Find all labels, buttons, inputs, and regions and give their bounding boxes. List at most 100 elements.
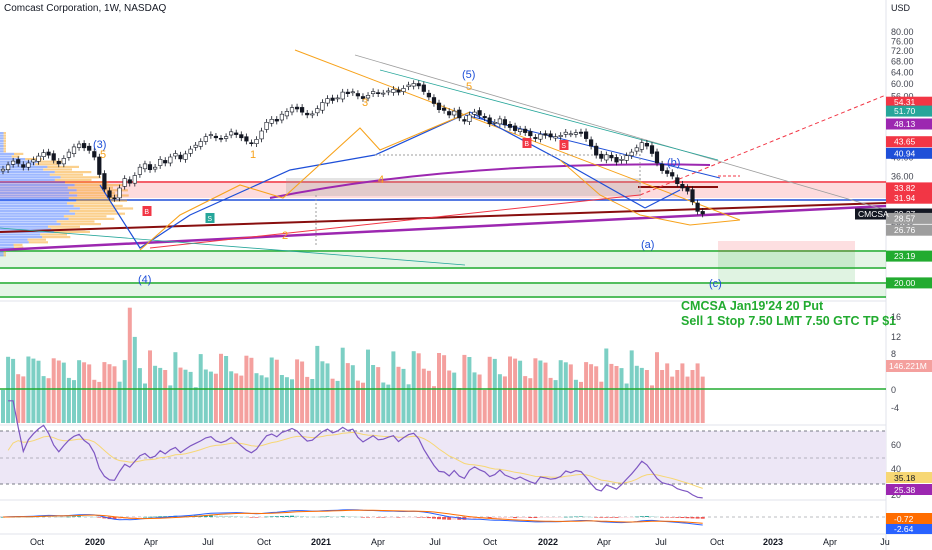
macd-bar [619, 517, 624, 518]
candle-body [695, 202, 700, 212]
macd-bar [589, 516, 594, 518]
x-tick: Oct [30, 537, 45, 547]
volume-bar [644, 370, 649, 423]
volume-bar [168, 385, 173, 423]
macd-bar [163, 516, 168, 517]
price-tick: 68.00 [891, 57, 914, 67]
candle-body [350, 91, 355, 94]
volume-profile [0, 132, 134, 257]
x-tick: 2020 [85, 537, 105, 547]
volume-bar [502, 376, 507, 423]
volume-bar [122, 360, 127, 423]
volume-bar [137, 368, 142, 423]
volume-bar [700, 376, 705, 423]
rsi-line [8, 400, 703, 499]
macd-bar [406, 517, 411, 518]
price-label-box [886, 118, 932, 130]
volume-bar [655, 352, 659, 423]
candle-body [127, 179, 132, 184]
trade-note-line-2: Sell 1 Stop 7.50 LMT 7.50 GTC TP $1 [681, 314, 896, 328]
volume-bar [437, 353, 441, 423]
x-tick: 2022 [538, 537, 558, 547]
candle-body [289, 107, 295, 113]
macd-bar [269, 516, 274, 517]
volume-profile-bar [0, 163, 35, 166]
macd-bar [624, 517, 629, 518]
candle-body [6, 164, 11, 170]
candle-body [381, 92, 386, 95]
volume-bar [178, 367, 183, 423]
price-label-box [886, 277, 932, 289]
volume-tick: 12 [891, 332, 901, 342]
volume-profile-bar [0, 199, 77, 202]
macd-bar [695, 517, 700, 519]
candle-body [690, 189, 695, 203]
volume-profile-bar [0, 202, 67, 205]
candle-body [229, 131, 234, 136]
volume-bar [548, 377, 553, 423]
macd-bar [112, 517, 117, 520]
candle-body [431, 97, 437, 104]
volume-bar [82, 362, 87, 423]
volume-profile-bar [3, 150, 6, 153]
price-label: 23.19 [894, 251, 916, 261]
macd-bar [411, 517, 416, 518]
price-axis[interactable]: 80.0076.0072.0068.0064.0060.0056.0052.00… [855, 27, 932, 289]
macd-bar [502, 517, 507, 519]
macd-bar [386, 517, 391, 518]
volume-bar [77, 360, 82, 423]
candle-body [158, 159, 163, 166]
volume-bar [396, 366, 401, 423]
macd-bar [685, 517, 690, 519]
volume-profile-bar [0, 134, 4, 137]
x-tick: Apr [823, 537, 837, 547]
volume-bar [528, 378, 533, 423]
macd-bar [513, 517, 518, 519]
rsi-axis[interactable]: 60 40 20 35.18 25.38 [886, 440, 932, 500]
volume-profile-bar [68, 197, 115, 200]
candle-body [659, 163, 665, 171]
macd-bar [381, 517, 386, 518]
price-label: 26.76 [894, 225, 916, 235]
rsi-label: 25.38 [894, 485, 916, 495]
macd-bar [143, 516, 147, 518]
volume-profile-bar [3, 132, 6, 135]
candle-body [340, 91, 345, 100]
volume-bar [371, 365, 376, 423]
volume-bar [92, 379, 97, 423]
volume-axis[interactable]: 16 12 8 0 -4 146.221M [886, 312, 932, 413]
volume-profile-bar [0, 176, 61, 179]
macd-bar [670, 517, 675, 518]
macd-bar [340, 516, 345, 517]
macd-bar [655, 516, 659, 518]
candle-body [502, 119, 508, 126]
candle-body [234, 132, 239, 135]
volume-profile-bar [77, 194, 129, 197]
macd-axis[interactable]: -0.72 -2.64 [886, 513, 932, 534]
macd-bar [665, 517, 670, 518]
volume-profile-bar [79, 207, 134, 210]
candle-body [507, 124, 513, 128]
macd-bar [153, 516, 158, 518]
volume-bar [355, 380, 360, 423]
candle-body [588, 139, 594, 147]
volume-bar [477, 374, 482, 423]
candle-body [370, 91, 376, 95]
macd-bar [274, 516, 279, 517]
candle-body [137, 166, 143, 175]
candle-body [685, 187, 690, 192]
volume-bar [361, 382, 365, 423]
volume-profile-bar [0, 212, 75, 215]
volume-bar [269, 357, 274, 423]
volume-profile-bar [69, 191, 116, 194]
candle-body [178, 154, 183, 160]
candle-body [558, 135, 563, 137]
time-axis[interactable]: Oct 2020 Apr Jul Oct 2021 Apr Jul Oct 2022 Apr Jul O… [30, 537, 890, 547]
volume-bar [609, 363, 614, 423]
volume-profile-bar [0, 178, 55, 181]
price-label: 20.00 [894, 278, 916, 288]
volume-profile-bar [42, 236, 71, 239]
macd-bar [543, 517, 548, 518]
x-tick: Jul [429, 537, 441, 547]
